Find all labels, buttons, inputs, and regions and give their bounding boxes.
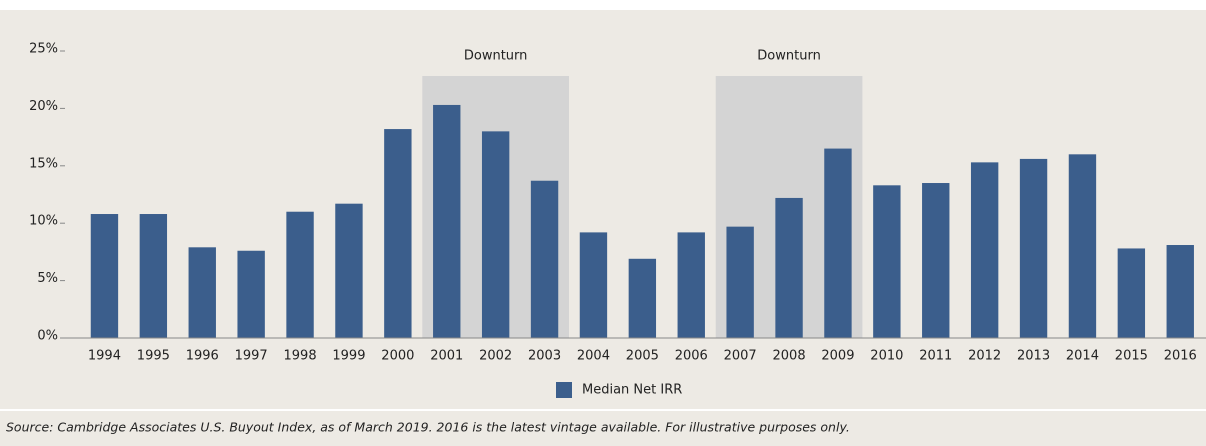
bar	[1019, 158, 1048, 338]
bar	[922, 183, 950, 338]
bar	[824, 148, 852, 338]
bar	[188, 247, 216, 338]
x-tick-label: 2005	[626, 349, 659, 364]
legend-label: Median Net IRR	[582, 383, 682, 398]
x-tick-label: 2013	[1017, 349, 1050, 364]
x-tick-label: 2011	[919, 349, 952, 364]
bar	[335, 203, 363, 338]
x-tick-label: 2009	[821, 349, 854, 364]
x-tick-label: 1994	[88, 349, 121, 364]
region-label: Downturn	[464, 49, 528, 64]
x-tick-label: 2010	[870, 349, 903, 364]
x-tick-label: 1996	[186, 349, 219, 364]
bar	[1166, 245, 1194, 338]
bar	[481, 131, 510, 338]
y-tick-label: 15%	[29, 156, 58, 171]
x-tick-label: 2002	[479, 349, 512, 364]
bar	[237, 250, 265, 338]
legend-swatch	[556, 382, 572, 398]
x-tick-label: 2007	[724, 349, 757, 364]
y-tick-label: 10%	[29, 214, 58, 229]
x-tick-label: 2008	[773, 349, 806, 364]
region-label: Downturn	[757, 49, 821, 64]
bar	[970, 162, 999, 338]
bar	[90, 214, 119, 338]
bar	[286, 211, 314, 338]
bar	[726, 226, 754, 338]
x-tick-label: 2014	[1066, 349, 1099, 364]
chart-background	[0, 10, 1206, 446]
bar	[384, 129, 412, 338]
x-tick-label: 2001	[430, 349, 463, 364]
x-tick-label: 2003	[528, 349, 561, 364]
bar	[579, 232, 608, 338]
x-tick-label: 1995	[137, 349, 170, 364]
x-tick-label: 2000	[381, 349, 414, 364]
x-tick-label: 2016	[1164, 349, 1197, 364]
bar	[775, 197, 803, 338]
y-tick-label: 20%	[29, 99, 58, 114]
x-tick-label: 1998	[284, 349, 317, 364]
x-tick-label: 2012	[968, 349, 1001, 364]
x-tick-label: 1997	[235, 349, 268, 364]
bar	[873, 185, 901, 338]
y-tick-label: 0%	[37, 329, 58, 344]
x-tick-label: 2004	[577, 349, 610, 364]
source-note: Source: Cambridge Associates U.S. Buyout…	[6, 420, 850, 435]
bar	[433, 104, 461, 339]
y-tick-label: 5%	[37, 271, 58, 286]
bar	[1068, 154, 1097, 338]
bar	[530, 180, 559, 338]
bar	[677, 232, 705, 338]
bar	[1117, 248, 1146, 338]
bar	[628, 258, 657, 338]
bar	[139, 214, 168, 338]
x-tick-label: 2006	[675, 349, 708, 364]
y-tick-label: 25%	[29, 42, 58, 57]
x-tick-label: 2015	[1115, 349, 1148, 364]
x-tick-label: 1999	[332, 349, 365, 364]
